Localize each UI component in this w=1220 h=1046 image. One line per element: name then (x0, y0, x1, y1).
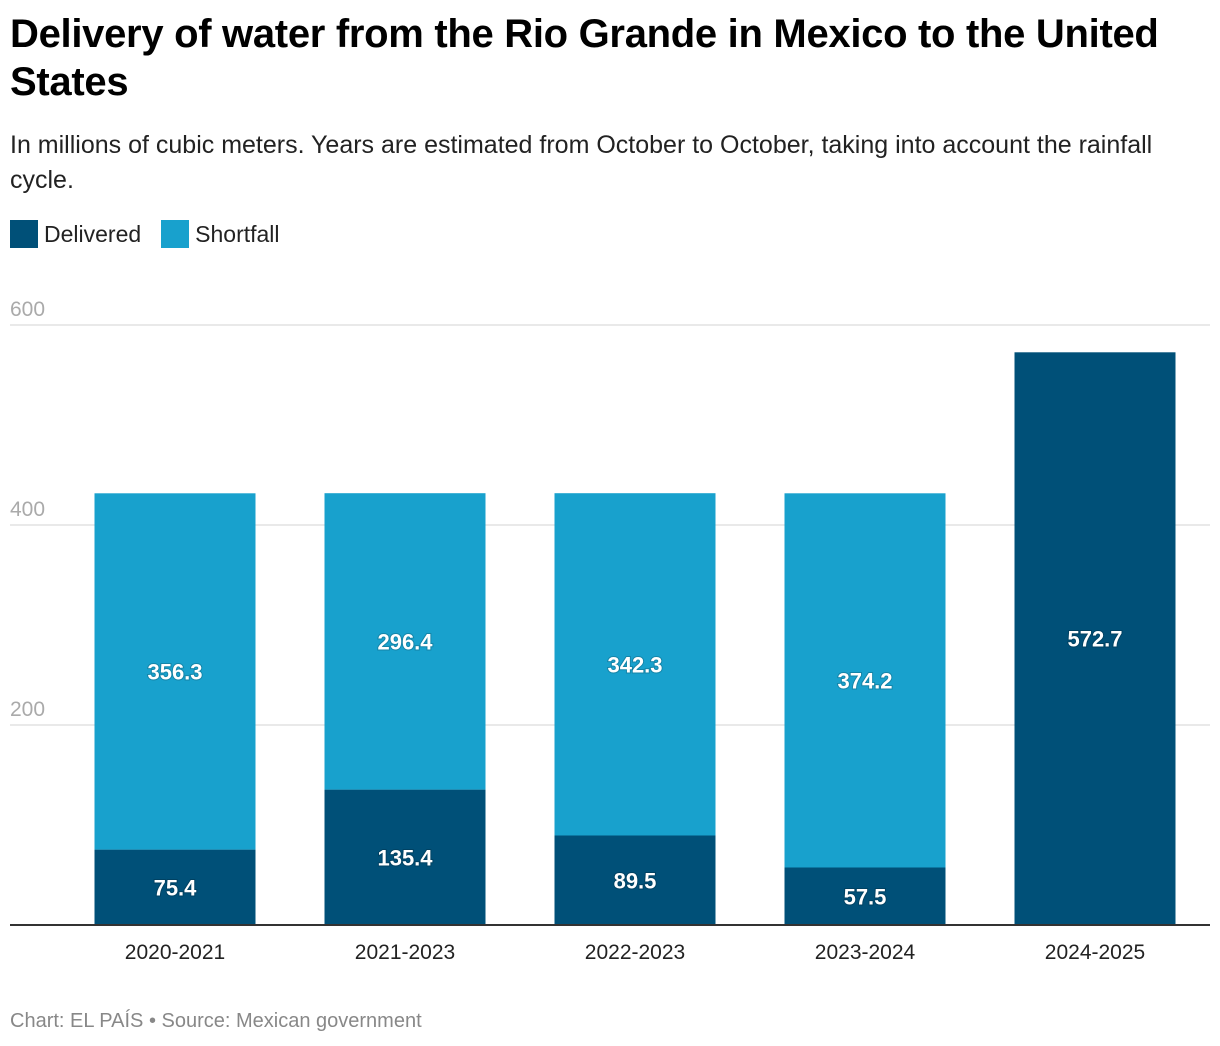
legend: Delivered Shortfall (10, 220, 280, 248)
legend-item-shortfall: Shortfall (161, 220, 280, 248)
bar-delivered-2022-2023 (554, 835, 716, 925)
data-label-delivered-2020-2021: 75.4 (154, 875, 198, 900)
bar-delivered-2023-2024 (784, 867, 946, 925)
bar-shortfall-2023-2024 (784, 493, 946, 868)
x-tick-label-2021-2023: 2021-2023 (355, 941, 455, 964)
data-label-shortfall-2023-2024: 374.2 (837, 668, 892, 693)
bar-shortfall-2022-2023 (554, 493, 716, 836)
data-label-shortfall-2022-2023: 342.3 (607, 652, 662, 677)
bar-shortfall-2020-2021 (94, 493, 256, 850)
legend-item-delivered: Delivered (10, 220, 141, 248)
chart-footer: Chart: EL PAÍS • Source: Mexican governm… (10, 1010, 422, 1032)
legend-label-shortfall: Shortfall (195, 220, 280, 247)
bar-chart: 200 400 600 75.4 356.3 2020-2021 135.4 296.4 202… (10, 298, 1210, 964)
bar-delivered-2021-2023 (324, 789, 486, 925)
bar-delivered-2024-2025 (1014, 352, 1176, 925)
y-tick-label-400: 400 (10, 498, 45, 521)
bar-delivered-2020-2021 (94, 849, 256, 925)
legend-swatch-delivered (10, 220, 38, 248)
legend-swatch-shortfall (161, 220, 190, 248)
data-label-delivered-2024-2025: 572.7 (1067, 627, 1122, 652)
x-tick-label-2022-2023: 2022-2023 (585, 941, 685, 964)
x-tick-label-2024-2025: 2024-2025 (1045, 941, 1145, 964)
chart-title: Delivery of water from the Rio Grande in… (10, 12, 1159, 104)
data-label-shortfall-2020-2021: 356.3 (147, 659, 202, 684)
y-tick-label-600: 600 (10, 298, 45, 321)
bar-shortfall-2021-2023 (324, 493, 486, 790)
y-tick-label-200: 200 (10, 698, 45, 721)
x-tick-label-2023-2024: 2023-2024 (815, 941, 916, 964)
data-label-delivered-2023-2024: 57.5 (844, 884, 887, 909)
data-label-delivered-2022-2023: 89.5 (614, 868, 657, 893)
data-label-shortfall-2021-2023: 296.4 (377, 629, 433, 654)
legend-label-delivered: Delivered (44, 220, 142, 247)
chart-subtitle: In millions of cubic meters. Years are e… (10, 131, 1153, 194)
data-label-delivered-2021-2023: 135.4 (377, 845, 433, 870)
x-tick-label-2020-2021: 2020-2021 (125, 941, 225, 964)
